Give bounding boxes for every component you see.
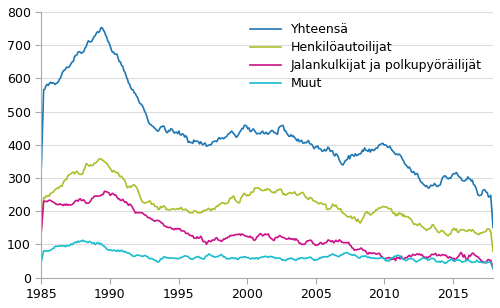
Jalankulkijat ja polkupyöräilijät [258,232,264,235]
Henkilöautoilijat [98,157,104,161]
Henkilöautoilijat [38,229,44,233]
Jalankulkijat ja polkupyöräilijät [395,256,401,260]
Jalankulkijat ja polkupyöräilijät [102,189,107,193]
Yhteensä [432,182,438,185]
Muut [490,266,496,270]
Muut [80,238,86,242]
Line: Muut: Muut [42,240,493,268]
Henkilöautoilijat [51,189,57,193]
Line: Henkilöautoilijat: Henkilöautoilijat [42,159,493,251]
Yhteensä [98,26,104,30]
Legend: Yhteensä, Henkilöautoilijat, Jalankulkijat ja polkupyöräilijät, Muut: Yhteensä, Henkilöautoilijat, Jalankulkij… [244,18,487,95]
Jalankulkijat ja polkupyöräilijät [490,267,496,270]
Line: Yhteensä: Yhteensä [42,28,493,228]
Muut [395,253,401,257]
Henkilöautoilijat [395,213,401,217]
Muut [258,256,264,259]
Yhteensä [114,52,120,56]
Jalankulkijat ja polkupyöräilijät [114,196,120,199]
Muut [51,246,57,250]
Muut [114,249,120,253]
Muut [238,255,244,259]
Yhteensä [258,132,264,136]
Henkilöautoilijat [238,197,244,200]
Muut [38,260,44,264]
Jalankulkijat ja polkupyöräilijät [38,229,44,232]
Jalankulkijat ja polkupyöräilijät [51,201,57,205]
Yhteensä [38,164,44,168]
Henkilöautoilijat [114,171,120,175]
Yhteensä [490,226,496,229]
Line: Jalankulkijat ja polkupyöräilijät: Jalankulkijat ja polkupyöräilijät [42,191,493,269]
Yhteensä [395,153,401,157]
Henkilöautoilijat [258,188,264,192]
Henkilöautoilijat [490,249,496,253]
Yhteensä [51,81,57,85]
Henkilöautoilijat [432,225,438,229]
Jalankulkijat ja polkupyöräilijät [432,252,438,256]
Yhteensä [238,129,244,132]
Muut [432,257,438,261]
Jalankulkijat ja polkupyöräilijät [238,233,244,237]
